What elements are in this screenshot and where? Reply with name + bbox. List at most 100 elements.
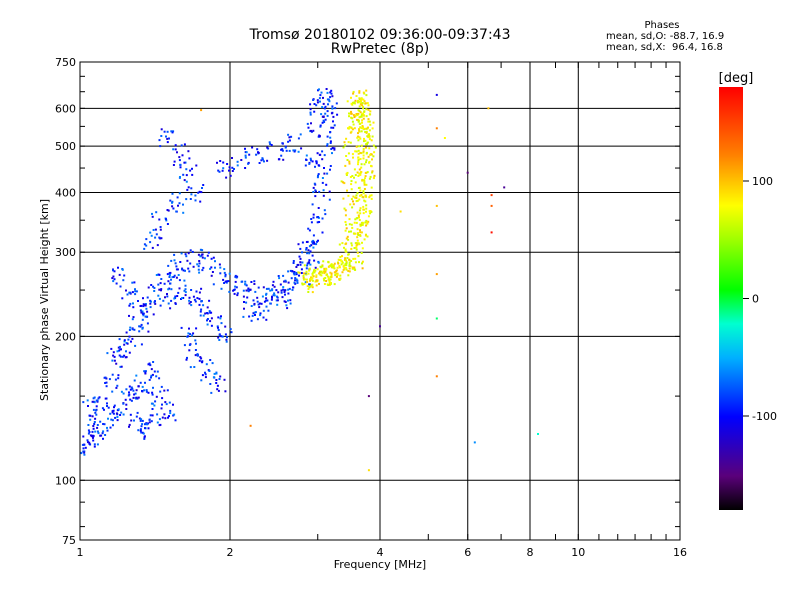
data-point bbox=[158, 418, 161, 421]
data-point bbox=[272, 280, 275, 283]
data-point bbox=[132, 316, 135, 319]
data-point bbox=[256, 300, 259, 303]
data-point bbox=[280, 154, 283, 157]
data-point bbox=[93, 445, 96, 448]
data-point bbox=[261, 158, 264, 161]
data-point bbox=[365, 195, 368, 198]
data-point bbox=[139, 428, 142, 431]
data-point bbox=[162, 299, 165, 302]
data-point bbox=[343, 246, 345, 249]
data-point bbox=[306, 281, 309, 283]
data-point bbox=[305, 267, 308, 270]
data-point bbox=[354, 261, 357, 264]
data-point bbox=[321, 150, 324, 153]
data-point bbox=[315, 274, 318, 277]
data-point bbox=[355, 248, 358, 251]
data-point bbox=[91, 430, 94, 433]
data-point bbox=[217, 326, 219, 329]
data-point bbox=[210, 257, 213, 260]
data-point bbox=[135, 290, 138, 293]
data-point bbox=[196, 297, 199, 300]
data-point bbox=[178, 156, 181, 159]
data-point bbox=[335, 275, 338, 278]
data-point bbox=[191, 173, 194, 176]
data-point bbox=[329, 96, 332, 99]
data-point bbox=[359, 137, 362, 140]
data-point bbox=[332, 126, 335, 129]
data-point bbox=[173, 274, 176, 277]
y-tick-label: 750 bbox=[55, 56, 76, 69]
data-point bbox=[201, 249, 204, 252]
data-point bbox=[123, 354, 126, 357]
data-point bbox=[307, 288, 310, 291]
data-point bbox=[110, 418, 113, 421]
data-point bbox=[198, 291, 201, 294]
data-point bbox=[233, 168, 235, 170]
data-point bbox=[262, 309, 265, 312]
data-point bbox=[362, 192, 365, 195]
data-point bbox=[144, 303, 147, 305]
data-point bbox=[148, 378, 151, 381]
y-tick-label: 600 bbox=[55, 102, 76, 115]
data-point bbox=[156, 421, 159, 424]
data-point bbox=[256, 148, 259, 151]
data-point bbox=[318, 135, 321, 138]
data-point bbox=[255, 153, 258, 156]
data-point bbox=[356, 114, 359, 117]
data-point bbox=[352, 114, 355, 117]
data-point bbox=[318, 221, 321, 223]
data-point bbox=[266, 146, 269, 149]
data-point bbox=[131, 328, 134, 331]
data-point bbox=[166, 295, 169, 298]
data-point bbox=[144, 423, 146, 426]
data-point bbox=[364, 200, 367, 203]
data-point bbox=[328, 278, 331, 281]
data-point bbox=[130, 419, 133, 422]
data-point bbox=[331, 107, 334, 110]
data-point bbox=[329, 140, 332, 143]
data-point bbox=[373, 174, 376, 177]
data-point bbox=[125, 403, 128, 406]
data-point bbox=[145, 238, 148, 241]
data-point bbox=[261, 157, 264, 160]
data-point bbox=[170, 259, 173, 262]
data-point bbox=[174, 419, 177, 422]
data-point bbox=[119, 285, 122, 288]
data-point bbox=[344, 248, 347, 251]
data-point bbox=[128, 385, 131, 388]
data-point bbox=[184, 161, 187, 164]
data-point bbox=[285, 149, 288, 152]
data-point bbox=[364, 194, 367, 197]
data-point bbox=[165, 403, 168, 406]
data-point bbox=[209, 383, 212, 385]
data-point bbox=[141, 385, 144, 388]
data-point bbox=[198, 260, 201, 262]
data-point bbox=[91, 400, 94, 403]
data-point bbox=[365, 183, 368, 186]
data-point bbox=[132, 389, 135, 392]
data-point bbox=[141, 318, 144, 321]
data-point bbox=[311, 277, 314, 280]
data-point bbox=[210, 274, 213, 277]
data-point bbox=[149, 241, 152, 244]
data-point bbox=[184, 294, 187, 297]
data-point bbox=[254, 314, 256, 316]
data-point bbox=[354, 218, 357, 221]
data-point bbox=[226, 336, 228, 339]
data-point bbox=[360, 171, 363, 173]
data-point bbox=[358, 128, 360, 131]
data-point bbox=[87, 424, 90, 426]
data-point bbox=[288, 149, 291, 152]
data-point bbox=[537, 433, 539, 435]
data-point bbox=[321, 158, 324, 161]
data-point bbox=[220, 315, 222, 318]
data-point bbox=[348, 115, 350, 118]
data-point bbox=[314, 195, 317, 198]
data-point bbox=[342, 181, 345, 184]
data-point bbox=[317, 174, 319, 177]
data-point bbox=[219, 266, 222, 269]
data-point bbox=[244, 156, 247, 159]
data-point bbox=[344, 221, 347, 223]
data-point bbox=[330, 148, 333, 150]
colorbar-ticks: 100 0 -100 bbox=[743, 175, 777, 423]
